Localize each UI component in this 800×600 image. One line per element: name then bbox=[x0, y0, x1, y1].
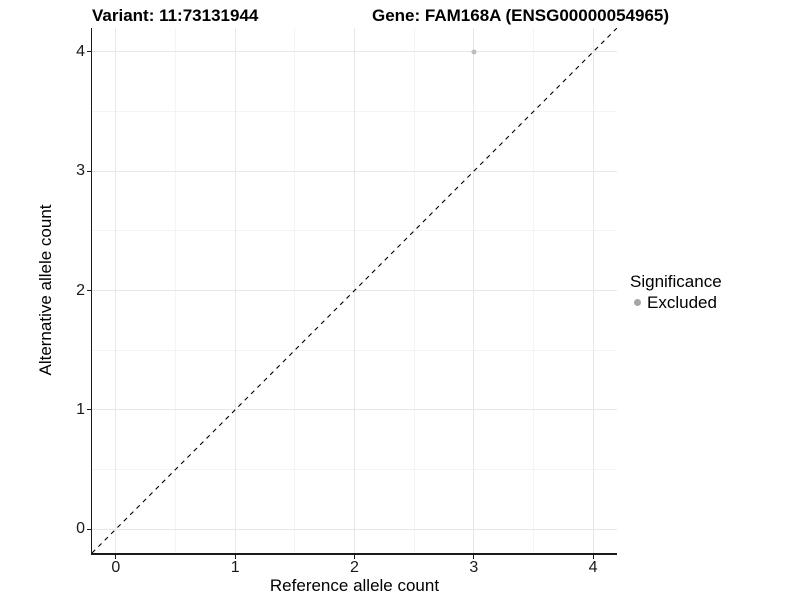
x-tick-label: 2 bbox=[350, 559, 359, 576]
x-tick-mark bbox=[473, 554, 475, 559]
y-tick-mark bbox=[86, 409, 91, 411]
y-tick-mark bbox=[86, 170, 91, 172]
y-tick-label: 2 bbox=[76, 281, 85, 299]
plot-panel bbox=[92, 28, 617, 553]
dashed-identity-line bbox=[92, 28, 617, 553]
x-axis-title: Reference allele count bbox=[269, 576, 440, 595]
y-tick-mark bbox=[86, 290, 91, 291]
x-tick-mark bbox=[115, 554, 117, 559]
identity-line-svg bbox=[92, 28, 617, 553]
x-tick-label: 3 bbox=[469, 559, 479, 576]
y-tick-label: 1 bbox=[76, 400, 85, 418]
y-tick-mark bbox=[86, 51, 91, 53]
x-tick-mark bbox=[592, 554, 594, 559]
x-tick-label: 1 bbox=[230, 559, 240, 576]
y-tick-mark bbox=[86, 528, 91, 530]
legend-key bbox=[630, 296, 644, 310]
excluded-point-icon bbox=[633, 299, 641, 306]
plot-title-gene: Gene: FAM168A (ENSG00000054965) bbox=[372, 6, 670, 25]
major-gridline-y bbox=[92, 528, 617, 530]
legend-entry-excluded: Excluded bbox=[630, 293, 722, 312]
major-gridline-y bbox=[92, 170, 617, 172]
legend-entry-label: Excluded bbox=[647, 292, 717, 312]
major-gridline-y bbox=[92, 51, 617, 53]
x-tick-mark bbox=[354, 554, 355, 559]
plot-title-variant: Variant: 11:73131944 bbox=[92, 6, 259, 25]
y-axis-title: Alternative allele count bbox=[36, 204, 55, 376]
legend-title: Significance bbox=[630, 272, 722, 291]
legend: Significance Excluded bbox=[630, 272, 722, 312]
x-axis-line bbox=[90, 553, 617, 555]
y-tick-label: 0 bbox=[76, 520, 85, 538]
major-gridline-y bbox=[92, 409, 617, 411]
x-tick-label: 4 bbox=[588, 559, 598, 576]
y-axis-line bbox=[90, 28, 92, 555]
data-point-excluded bbox=[471, 49, 477, 55]
y-tick-label: 4 bbox=[76, 42, 85, 60]
y-tick-label: 3 bbox=[76, 162, 85, 180]
x-tick-label: 0 bbox=[111, 559, 121, 576]
x-tick-mark bbox=[234, 554, 236, 559]
